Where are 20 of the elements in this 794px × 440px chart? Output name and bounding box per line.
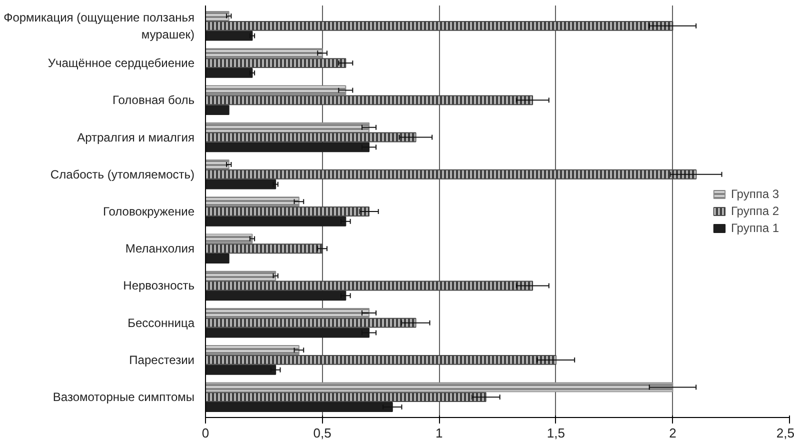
y-tick-label: Формикация (ощущение ползанья мурашек) [4, 10, 195, 42]
legend-label: Группа 1 [730, 221, 779, 235]
y-tick-label: Головная боль [112, 93, 195, 108]
y-tick-label: Артралгия и миалгия [77, 130, 195, 144]
y-tick-label: Головокружение [103, 204, 195, 218]
y-tick-label: Меланхолия [125, 242, 194, 256]
y-tick-label: Вазомоторные симптомы [52, 390, 195, 404]
legend-label: Группа 3 [730, 187, 779, 201]
legend-label: Группа 2 [730, 204, 779, 218]
x-tick-label: 2,5 [776, 426, 794, 440]
x-tick-label: 1 [435, 426, 443, 440]
y-tick-label: Слабость (утомляемость) [50, 167, 195, 182]
y-tick-label: Нервозность [123, 278, 194, 293]
x-tick-label: 0 [202, 426, 210, 440]
x-tick-label: 2 [669, 426, 676, 440]
y-tick-label: Парестезии [129, 352, 194, 367]
x-tick-label: 0,5 [313, 426, 332, 440]
x-tick-label: 1,5 [546, 426, 565, 440]
y-tick-label: Бессонница [128, 316, 195, 330]
y-tick-label: Учащённое сердцебиение [48, 56, 195, 70]
